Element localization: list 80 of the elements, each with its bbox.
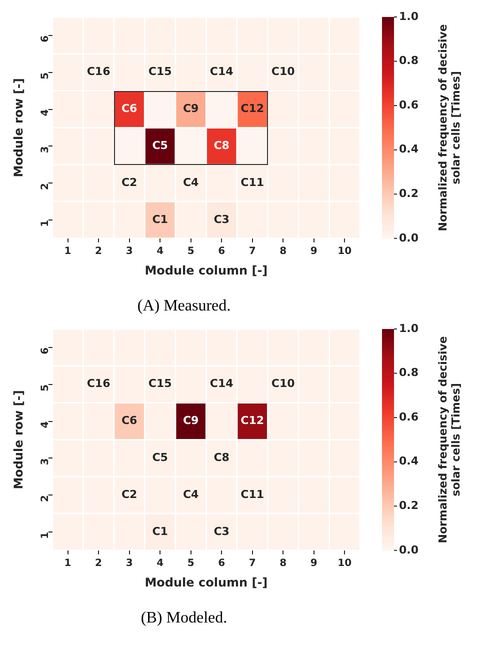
data-label: C10 — [271, 65, 296, 78]
x-tick-label: 4 — [156, 246, 164, 257]
x-tick-label: 8 — [280, 246, 287, 257]
data-label: C2 — [121, 176, 138, 189]
data-label: C2 — [121, 488, 138, 501]
color-bar-label: 0.6 — [399, 410, 419, 424]
y-tick-label: 1 — [40, 532, 51, 539]
y-axis-title: Module row [-] — [11, 390, 26, 490]
data-label: C10 — [271, 377, 296, 390]
x-tick-label: 1 — [64, 558, 72, 569]
x-tick-label: 2 — [95, 558, 102, 569]
color-bar-label: 0.8 — [399, 366, 418, 380]
data-label: C5 — [152, 451, 168, 464]
x-axis-title: Module column [-] — [144, 576, 268, 590]
x-tick-label: 7 — [248, 246, 256, 257]
y-axis-title: Module row [-] — [11, 78, 26, 178]
y-tick-label: 5 — [40, 384, 51, 392]
x-tick-label: 3 — [126, 246, 133, 257]
x-tick-label: 2 — [95, 246, 102, 257]
data-label: C9 — [182, 102, 199, 116]
text: (B) Modeled. — [140, 610, 228, 627]
data-label: C15 — [148, 377, 172, 390]
data-label: C16 — [86, 65, 111, 78]
color-bar-label: 0.0 — [399, 231, 419, 244]
data-label: C5 — [152, 139, 168, 152]
data-label: C4 — [182, 488, 200, 501]
data-label: C4 — [182, 176, 200, 189]
data-label: C9 — [182, 414, 199, 428]
data-label: C15 — [148, 65, 172, 78]
y-tick-label: 3 — [40, 458, 51, 466]
y-tick-label: 2 — [40, 183, 51, 190]
y-tick-label: 6 — [40, 347, 51, 354]
y-tick-label: 1 — [40, 220, 51, 227]
data-label: C8 — [214, 139, 230, 152]
x-tick-label: 5 — [187, 558, 194, 569]
color-bar-label: 0.2 — [399, 186, 418, 200]
data-label: C3 — [214, 212, 230, 226]
x-tick-label: 10 — [338, 246, 352, 257]
color-bar-label: 0.4 — [399, 142, 419, 156]
x-tick-label: 7 — [248, 558, 256, 569]
x-tick-label: 5 — [187, 246, 194, 257]
x-tick-label: 3 — [126, 558, 133, 569]
data-label: C12 — [240, 414, 264, 428]
x-tick-label: 6 — [218, 558, 226, 569]
data-label: C16 — [86, 377, 111, 390]
color-bar-title: Normalized frequency of decisive solar cells [Times] — [436, 24, 462, 232]
data-label: C14 — [210, 65, 234, 78]
x-tick-label: 6 — [218, 246, 226, 257]
x-tick-label: 4 — [156, 558, 164, 569]
x-axis-title: Module column [-] — [144, 264, 268, 278]
x-tick-label: 9 — [310, 246, 318, 257]
data-label: C6 — [121, 414, 138, 428]
data-label: C1 — [152, 524, 168, 538]
data-label: C11 — [240, 488, 264, 501]
data-label: C11 — [240, 176, 264, 189]
data-label: C3 — [214, 524, 230, 538]
data-label: C8 — [214, 451, 230, 464]
data-label: C14 — [210, 377, 234, 390]
y-tick-label: 2 — [40, 495, 51, 502]
x-tick-label: 1 — [64, 246, 72, 257]
color-bar-label: 1.0 — [399, 10, 419, 23]
color-bar-title: Normalized frequency of decisive solar cells [Times] — [436, 336, 462, 544]
color-bar-label: 0.4 — [399, 454, 419, 468]
data-label: C12 — [240, 102, 264, 116]
y-tick-label: 5 — [40, 72, 51, 80]
y-tick-label: 4 — [40, 421, 51, 428]
color-bar-label: 0.8 — [399, 54, 418, 68]
y-tick-label: 4 — [40, 109, 51, 116]
x-tick-label: 8 — [280, 558, 287, 569]
text: (A) Measured. — [137, 298, 231, 315]
x-tick-label: 10 — [338, 558, 352, 569]
color-bar-label: 0.2 — [399, 498, 418, 512]
color-bar-label: 0.0 — [399, 543, 419, 556]
data-label: C1 — [152, 212, 168, 226]
x-tick-label: 9 — [310, 558, 318, 569]
color-bar-label: 1.0 — [399, 322, 419, 335]
y-tick-label: 3 — [40, 146, 51, 154]
y-tick-label: 6 — [40, 35, 51, 42]
data-label: C6 — [121, 102, 138, 116]
color-bar-label: 0.6 — [399, 98, 419, 112]
